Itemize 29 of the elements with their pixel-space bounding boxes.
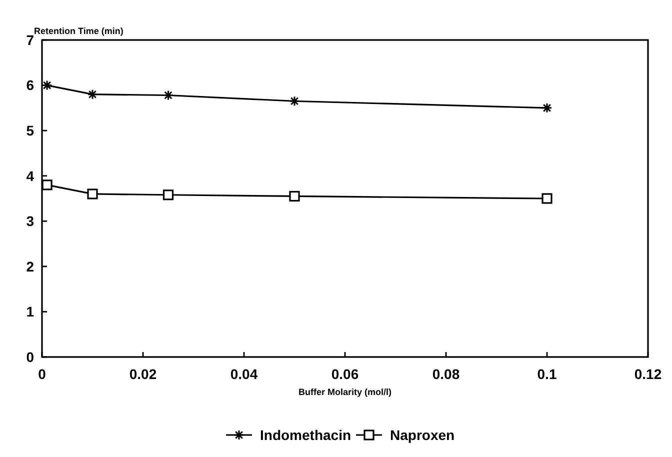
point bbox=[542, 193, 552, 204]
legend-label: Naproxen bbox=[390, 426, 455, 443]
point bbox=[42, 80, 52, 91]
y-tick-label: 2 bbox=[26, 258, 34, 274]
y-tick-label: 1 bbox=[26, 304, 34, 320]
x-tick-label: 0.02 bbox=[129, 366, 157, 382]
x-axis-title: Buffer Molarity (mol/l) bbox=[298, 387, 392, 397]
y-tick-label: 4 bbox=[26, 168, 34, 184]
point bbox=[289, 96, 300, 106]
point bbox=[87, 188, 98, 200]
point bbox=[542, 102, 552, 114]
y-tick-label: 6 bbox=[26, 77, 34, 94]
point bbox=[162, 190, 174, 200]
point bbox=[163, 90, 174, 100]
x-tick-label: 0.1 bbox=[537, 366, 557, 382]
x-tick-label: 0.06 bbox=[331, 366, 359, 382]
point bbox=[42, 180, 52, 190]
x-tick-label: 0.04 bbox=[230, 366, 258, 382]
x-tick-label: 0 bbox=[38, 366, 46, 382]
y-tick-label: 7 bbox=[26, 32, 34, 48]
y-tick-label: 3 bbox=[26, 213, 34, 230]
point bbox=[87, 89, 98, 100]
y-tick-label: 0 bbox=[26, 348, 34, 365]
x-tick-label: 0.08 bbox=[432, 366, 460, 382]
point bbox=[289, 190, 300, 202]
y-axis-title: Retention Time (min) bbox=[34, 26, 124, 36]
y-tick-label: 5 bbox=[26, 122, 34, 138]
legend-label: Indomethacin bbox=[260, 426, 352, 443]
x-tick-label: 0.12 bbox=[634, 366, 662, 382]
